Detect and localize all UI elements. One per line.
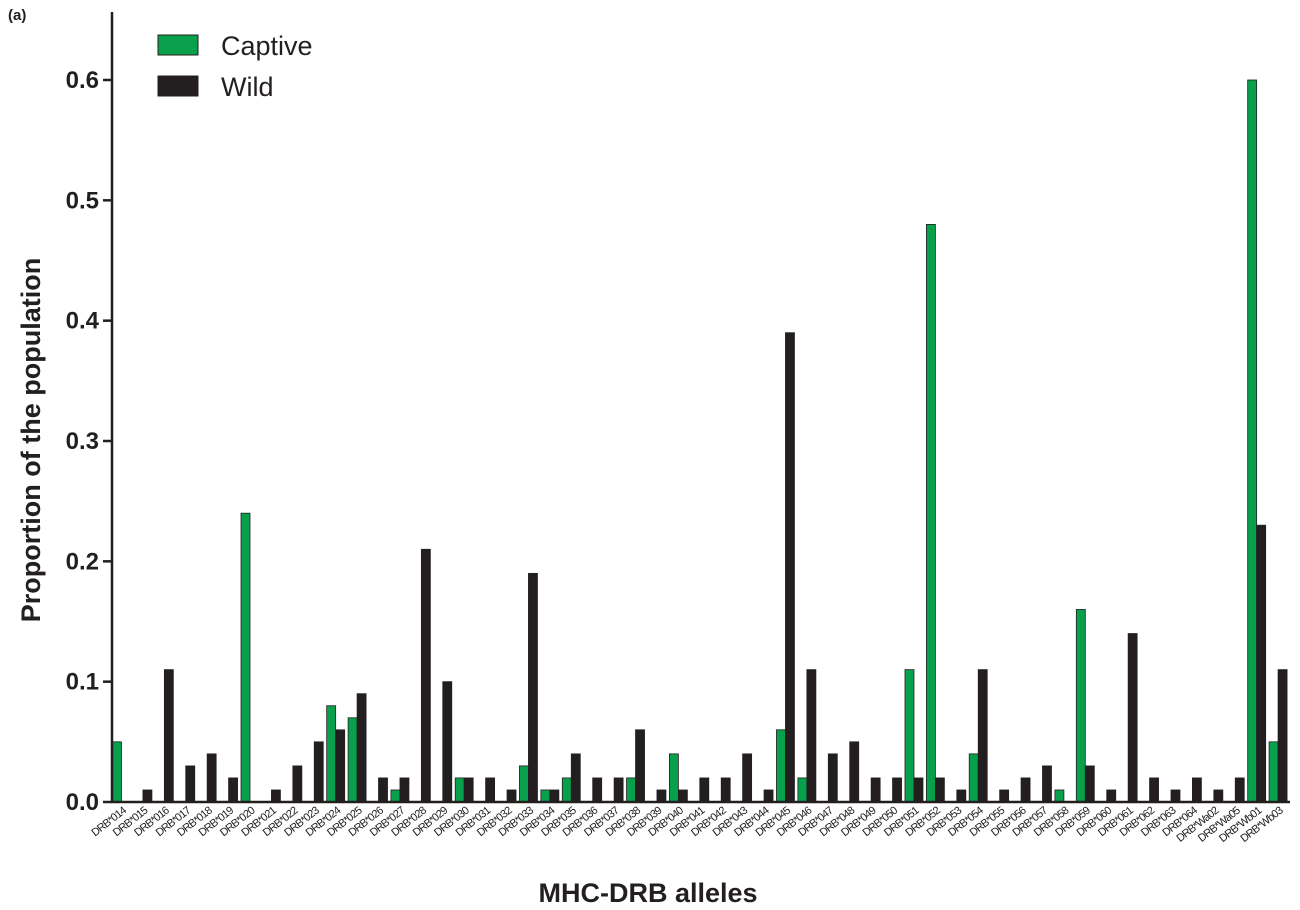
- y-tick-label: 0.2: [66, 548, 99, 575]
- bar-wild-10: [335, 729, 346, 803]
- bar-captive-11: [347, 717, 358, 803]
- bar-wild-48: [1149, 777, 1159, 803]
- y-tick-label: 0.1: [66, 669, 99, 696]
- bar-wild-37: [913, 777, 924, 803]
- bar-wild-41: [999, 789, 1010, 803]
- bar-captive-20: [540, 789, 551, 803]
- bar-wild-17: [485, 777, 496, 803]
- y-tick-label: 0.5: [66, 187, 99, 214]
- bar-wild-53: [1256, 524, 1267, 803]
- legend: Captive Wild: [157, 31, 313, 102]
- legend-label-wild: Wild: [221, 72, 274, 102]
- bar-captive-53: [1247, 79, 1258, 803]
- bar-captive-40: [968, 753, 979, 803]
- bar-wild-36: [892, 777, 902, 803]
- panel-label: (a): [8, 7, 26, 24]
- bar-wild-12: [378, 777, 388, 803]
- bar-captive-45: [1075, 609, 1086, 803]
- bar-wild-25: [656, 789, 667, 803]
- bar-wild-8: [292, 765, 303, 803]
- bar-wild-9: [313, 741, 324, 803]
- bar-wild-5: [228, 777, 238, 803]
- bar-wild-24: [635, 729, 645, 803]
- bar-wild-51: [1213, 789, 1224, 803]
- bar-wild-52: [1234, 777, 1245, 803]
- bar-captive-13: [390, 789, 401, 803]
- bar-captive-38: [925, 223, 936, 803]
- y-tick-label: 0.3: [66, 428, 99, 455]
- y-axis-title: Proportion of the population: [16, 258, 46, 622]
- bar-wild-34: [849, 741, 860, 803]
- bar-wild-16: [463, 777, 474, 803]
- bar-wild-21: [570, 753, 581, 803]
- bar-wild-7: [271, 789, 281, 803]
- bar-captive-44: [1054, 789, 1065, 803]
- bar-captive-37: [904, 669, 915, 803]
- bar-wild-11: [356, 693, 367, 803]
- bar-wild-49: [1170, 789, 1181, 803]
- bar-wild-54: [1277, 669, 1288, 803]
- bar-wild-45: [1084, 765, 1095, 803]
- bar-wild-2: [163, 669, 174, 803]
- bar-wild-14: [420, 548, 431, 803]
- bar-captive-16: [454, 777, 465, 803]
- x-axis-title: MHC-DRB alleles: [538, 878, 757, 908]
- legend-swatch-captive: [157, 34, 199, 56]
- bar-wild-30: [763, 789, 774, 803]
- bar-captive-19: [519, 765, 529, 803]
- bar-wild-32: [806, 669, 817, 803]
- bar-wild-39: [956, 789, 967, 803]
- bar-wild-19: [528, 572, 538, 803]
- bar-wild-26: [677, 789, 688, 803]
- bar-wild-18: [506, 789, 517, 803]
- bar-captive-6: [240, 512, 251, 803]
- legend-swatch-wild: [157, 75, 199, 97]
- legend-label-captive: Captive: [221, 31, 313, 61]
- bar-wild-46: [1106, 789, 1117, 803]
- bar-wild-33: [827, 753, 838, 803]
- bar-wild-35: [870, 777, 881, 803]
- bar-captive-26: [668, 753, 679, 803]
- bar-wild-28: [720, 777, 731, 803]
- bar-wild-43: [1042, 765, 1052, 803]
- bar-wild-47: [1127, 633, 1138, 803]
- bar-wild-13: [399, 777, 410, 803]
- bar-captive-31: [776, 729, 786, 803]
- bar-captive-10: [326, 705, 337, 803]
- y-tick-label: 0.0: [66, 789, 99, 816]
- bar-wild-31: [785, 332, 795, 803]
- bar-wild-42: [1020, 777, 1031, 803]
- bar-wild-20: [549, 789, 560, 803]
- bar-captive-24: [626, 777, 636, 803]
- bar-wild-50: [1192, 777, 1202, 803]
- bar-wild-4: [206, 753, 217, 803]
- y-tick-label: 0.4: [66, 308, 100, 335]
- y-tick-label: 0.6: [66, 67, 99, 94]
- bar-wild-23: [613, 777, 624, 803]
- bar-wild-1: [142, 789, 153, 803]
- bar-captive-54: [1268, 741, 1279, 803]
- bar-captive-32: [797, 777, 808, 803]
- bar-wild-15: [442, 681, 453, 803]
- bar-wild-40: [977, 669, 988, 803]
- bar-wild-22: [592, 777, 603, 803]
- bar-wild-3: [185, 765, 196, 803]
- bar-captive-21: [561, 777, 572, 803]
- bar-captive-0: [112, 741, 122, 803]
- bar-wild-27: [699, 777, 710, 803]
- bar-wild-38: [934, 777, 945, 803]
- bar-wild-29: [742, 753, 753, 803]
- plot-area: 0.00.10.20.30.40.50.6DRB*014DRB*015DRB*0…: [66, 12, 1290, 845]
